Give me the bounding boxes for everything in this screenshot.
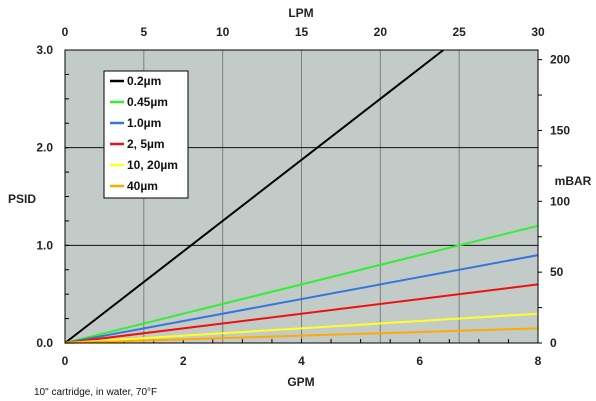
legend-label: 0.2µm (127, 74, 161, 88)
top-axis-title: LPM (288, 6, 313, 20)
bottom-axis-title: GPM (287, 375, 314, 389)
right-axis-title: mBAR (555, 174, 592, 188)
bottom-axis-ticks: 0 2 4 6 8 (62, 354, 542, 368)
top-tick-label: 10 (216, 25, 230, 39)
series-line (64, 327, 539, 344)
left-tick-label: 2.0 (36, 141, 53, 155)
bottom-tick-label: 2 (180, 354, 187, 368)
left-axis-ticks: 0.0 1.0 2.0 3.0 (36, 43, 53, 350)
series-line (64, 312, 539, 344)
bottom-tick-label: 8 (535, 354, 542, 368)
right-tick-label: 150 (550, 123, 570, 137)
legend-label: 2, 5µm (127, 137, 165, 151)
bottom-tick-label: 4 (298, 354, 305, 368)
right-tick-label: 50 (550, 265, 564, 279)
series-line (64, 49, 445, 344)
top-tick-label: 5 (140, 25, 147, 39)
right-tick-label: 0 (550, 336, 557, 350)
left-tick-label: 3.0 (36, 43, 53, 57)
top-axis-ticks: 0 5 10 15 20 25 30 (62, 25, 545, 39)
right-tick-label: 200 (550, 53, 570, 67)
left-tick-label: 1.0 (36, 238, 53, 252)
footnote: 10" cartridge, in water, 70°F (34, 387, 157, 398)
left-tick-label: 0.0 (36, 336, 53, 350)
top-tick-label: 15 (295, 25, 309, 39)
plot-border (64, 49, 539, 344)
legend-label: 0.45µm (127, 95, 168, 109)
legend-label: 1.0µm (127, 116, 161, 130)
series-line (64, 224, 539, 344)
legend-box (103, 70, 189, 199)
top-tick-label: 30 (531, 25, 545, 39)
bottom-tick-label: 0 (62, 354, 69, 368)
series-line (64, 283, 539, 344)
series-line (64, 254, 539, 344)
top-tick-label: 0 (62, 25, 69, 39)
top-tick-label: 25 (452, 25, 466, 39)
legend: 0.2µm 0.45µm 1.0µm 2, 5µm 10, 20µm 40µm (103, 70, 189, 199)
left-axis-title: PSID (8, 192, 36, 206)
bottom-tick-label: 6 (416, 354, 423, 368)
right-tick-label: 100 (550, 194, 570, 208)
series-lines (64, 49, 539, 344)
legend-label: 10, 20µm (127, 158, 178, 172)
legend-label: 40µm (127, 179, 158, 193)
top-tick-label: 20 (374, 25, 388, 39)
right-axis-ticks: 0 50 100 150 200 (550, 53, 570, 350)
